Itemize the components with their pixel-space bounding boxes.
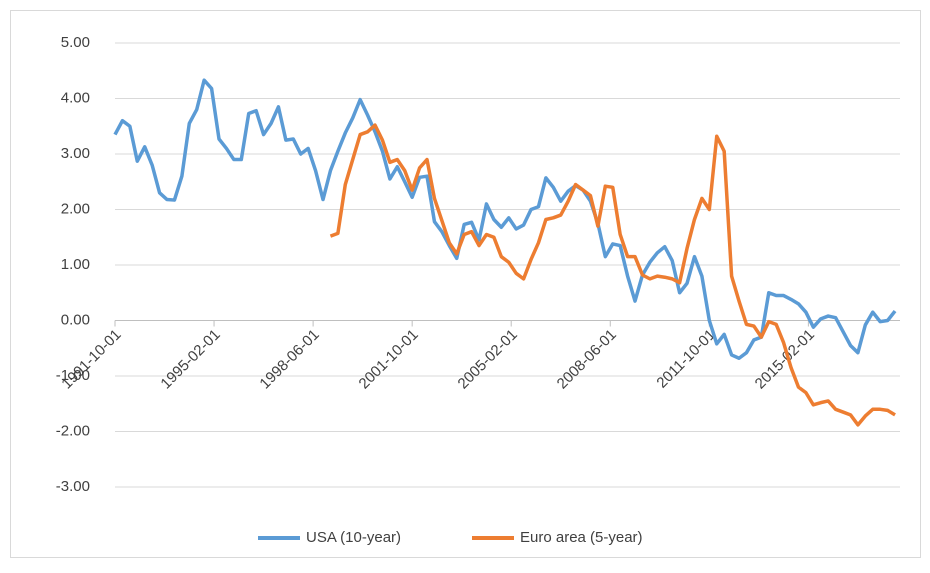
legend-label: Euro area (5-year): [520, 529, 643, 546]
y-tick-label: -3.00: [56, 478, 90, 495]
y-tick-label: 4.00: [61, 89, 90, 106]
series-line: [113, 78, 897, 360]
series-line: [329, 123, 896, 427]
y-tick-label: 1.00: [61, 256, 90, 273]
y-tick-label: -1.00: [56, 367, 90, 384]
chart-border: [10, 10, 921, 558]
y-tick-label: 3.00: [61, 145, 90, 162]
y-tick-label: 5.00: [61, 34, 90, 51]
y-tick-label: 0.00: [61, 311, 90, 328]
y-tick-label: -2.00: [56, 422, 90, 439]
y-tick-label: 2.00: [61, 200, 90, 217]
legend-label: USA (10-year): [306, 529, 401, 546]
